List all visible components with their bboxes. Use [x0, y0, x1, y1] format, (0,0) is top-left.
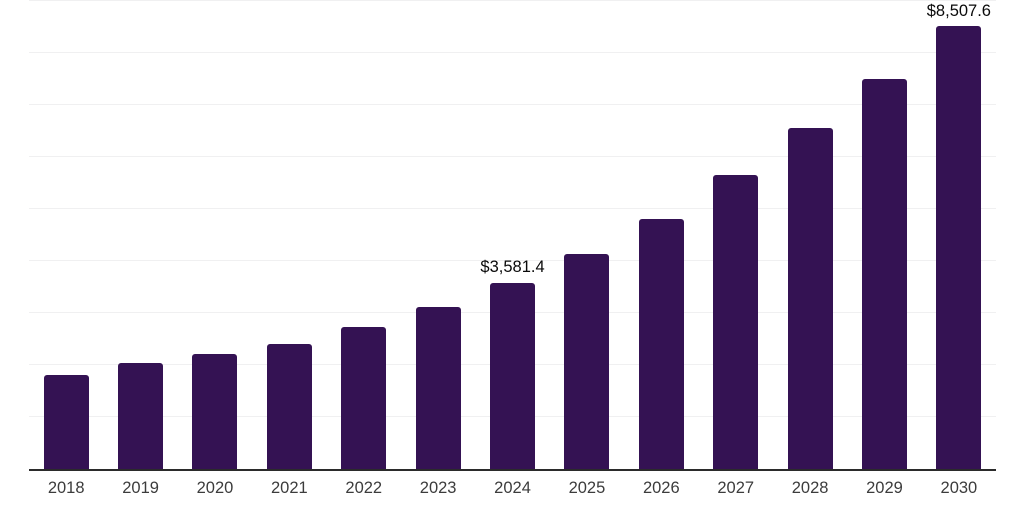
bar-slot-2021	[252, 0, 326, 469]
gridline-5000	[29, 207, 996, 209]
bar-2019	[118, 362, 164, 469]
x-axis-labels: 2018 2019 2020 2021 2022 2023 2024 2025 2026 2027…	[29, 479, 996, 499]
bar-slot-2024: $3,581.4	[475, 0, 549, 469]
bar-2020	[192, 354, 238, 469]
bar-slot-2028	[773, 0, 847, 469]
bar-slot-2027	[699, 0, 773, 469]
bar-2028	[787, 128, 833, 469]
bar-slot-2022	[327, 0, 401, 469]
x-tick-label-2029: 2029	[866, 479, 903, 497]
x-tick-label-2026: 2026	[642, 479, 680, 497]
bar-2029	[861, 78, 907, 469]
bar-2022	[341, 327, 387, 469]
gridline-4000	[29, 259, 996, 261]
bar-slot-2023	[401, 0, 475, 469]
x-tick-label-2021: 2021	[271, 479, 308, 497]
x-tick-label-2019: 2019	[122, 479, 159, 497]
bar-2023	[415, 306, 461, 469]
x-tick-label-2018: 2018	[47, 479, 85, 497]
gridline-9000	[29, 0, 996, 1]
bar-slot-2026	[624, 0, 698, 469]
gridline-8000	[29, 51, 996, 53]
x-tick-label-2023: 2023	[419, 479, 457, 497]
x-tick-label-2024: 2024	[494, 479, 531, 497]
bar-slot-2018	[29, 0, 103, 469]
bar-slot-2029	[847, 0, 921, 469]
bar-slot-2025	[550, 0, 624, 469]
x-tick-label-2022: 2022	[345, 479, 383, 497]
bars-row: $3,581.4 $8,507.6	[29, 0, 996, 469]
x-tick-label-2028: 2028	[791, 479, 829, 497]
bar-slot-2030: $8,507.6	[922, 0, 996, 469]
x-tick-label-2030: 2030	[940, 479, 978, 497]
bar-slot-2019	[103, 0, 177, 469]
bar-2026	[638, 218, 684, 469]
bar-2024	[490, 282, 536, 469]
gridline-6000	[29, 155, 996, 157]
bar-value-label-2024: $3,581.4	[480, 258, 545, 277]
gridline-7000	[29, 103, 996, 105]
x-tick-label-2025: 2025	[568, 479, 606, 497]
bar-value-label-2030: $8,507.6	[926, 1, 991, 20]
bar-2027	[713, 174, 759, 469]
bar-2021	[266, 343, 312, 469]
bar-2030	[936, 26, 982, 469]
plot-area: $3,581.4 $8,507.6	[29, 0, 996, 471]
x-tick-label-2020: 2020	[196, 479, 234, 497]
bar-2025	[564, 254, 610, 469]
x-tick-label-2027: 2027	[717, 479, 755, 497]
bar-slot-2020	[178, 0, 252, 469]
bar-2018	[43, 374, 89, 469]
